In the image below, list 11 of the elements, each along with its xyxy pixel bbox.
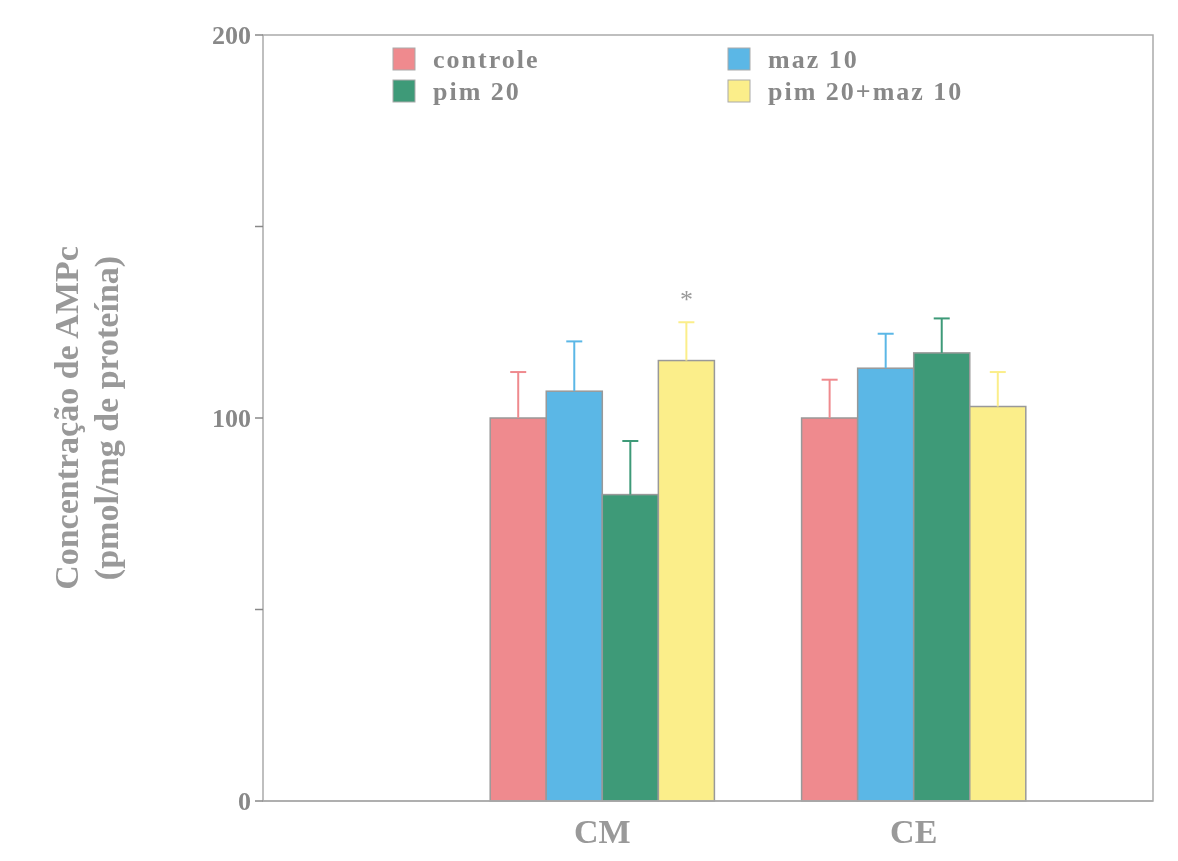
x-tick-label: CE — [890, 813, 938, 850]
y-tick-label: 200 — [212, 21, 251, 51]
y-tick-label: 100 — [212, 404, 251, 434]
legend-label: pim 20 — [433, 77, 521, 107]
legend-label: controle — [433, 45, 540, 75]
legend-label: pim 20+maz 10 — [768, 77, 964, 107]
annotation: * — [679, 285, 693, 315]
legend-label: maz 10 — [768, 45, 859, 75]
y-axis-title: Concentração de AMPc (pmol/mg de proteína) — [48, 246, 126, 590]
y-tick-label: 0 — [238, 787, 251, 817]
x-tick-label: CM — [573, 813, 631, 850]
